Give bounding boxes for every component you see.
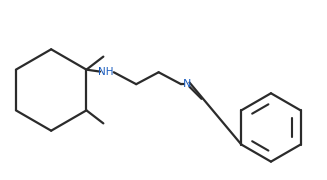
Text: N: N	[183, 79, 191, 89]
Text: NH: NH	[98, 67, 114, 77]
